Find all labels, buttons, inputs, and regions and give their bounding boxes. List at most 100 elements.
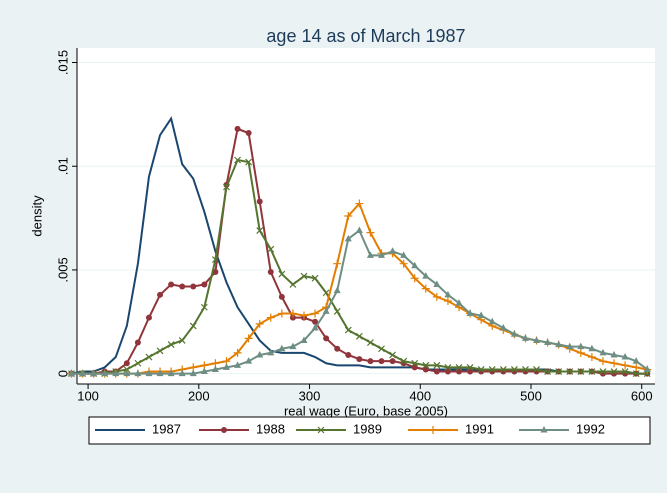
marker: [221, 427, 227, 433]
marker: [433, 361, 441, 369]
marker: [322, 307, 330, 314]
marker: [399, 259, 408, 268]
marker: [477, 311, 485, 319]
marker: [79, 369, 87, 377]
marker: [389, 247, 397, 254]
marker: [598, 357, 607, 366]
marker: [610, 350, 618, 358]
marker: [521, 334, 529, 341]
marker: [533, 336, 541, 343]
marker: [455, 299, 463, 306]
marker: [432, 292, 441, 301]
marker: [234, 125, 241, 132]
marker: [255, 319, 264, 328]
marker: [488, 366, 496, 373]
marker: [643, 365, 651, 372]
marker: [211, 256, 219, 263]
marker: [244, 334, 253, 343]
marker: [610, 359, 619, 368]
chart-title: age 14 as of March 1987: [266, 26, 465, 46]
marker: [389, 351, 396, 359]
marker: [90, 369, 98, 377]
y-tick-label: .015: [55, 50, 70, 75]
marker: [444, 290, 452, 298]
marker: [267, 348, 275, 356]
y-axis-title: density: [29, 195, 44, 237]
x-axis-title: real wage (Euro, base 2005): [284, 403, 448, 418]
marker: [588, 344, 596, 352]
marker: [245, 130, 252, 137]
marker: [178, 369, 186, 377]
marker: [510, 330, 518, 337]
marker: [222, 363, 230, 370]
y-tick-label: .01: [55, 157, 70, 175]
marker: [289, 314, 296, 321]
marker: [134, 339, 141, 346]
marker: [422, 272, 430, 279]
marker: [544, 338, 552, 346]
marker: [345, 351, 352, 358]
series-line: [71, 116, 648, 375]
marker: [610, 368, 618, 375]
legend-label: 1987: [152, 421, 181, 436]
x-tick-label: 200: [188, 388, 210, 403]
marker: [256, 227, 264, 234]
marker: [134, 369, 142, 377]
x-tick-label: 500: [520, 388, 542, 403]
marker: [411, 364, 418, 371]
marker: [145, 369, 153, 377]
marker: [456, 368, 463, 375]
marker: [422, 361, 430, 369]
marker: [134, 359, 142, 367]
marker: [466, 309, 474, 316]
legend-label: 1991: [465, 421, 494, 436]
marker: [266, 313, 275, 322]
marker: [156, 369, 164, 377]
marker: [245, 158, 253, 166]
marker: [576, 348, 585, 357]
marker: [333, 259, 342, 268]
marker: [378, 358, 385, 365]
marker: [499, 324, 507, 331]
marker: [621, 361, 630, 370]
marker: [278, 293, 285, 300]
marker: [566, 368, 574, 375]
marker: [455, 363, 463, 371]
marker: [300, 272, 308, 280]
marker: [433, 368, 440, 375]
marker: [367, 358, 374, 365]
marker: [256, 198, 263, 205]
marker: [267, 245, 275, 253]
marker: [67, 369, 75, 377]
legend-label: 1992: [576, 421, 605, 436]
marker: [555, 368, 563, 375]
marker: [566, 342, 574, 350]
marker: [323, 335, 330, 342]
legend-label: 1988: [256, 421, 285, 436]
marker: [632, 357, 640, 364]
marker: [355, 199, 364, 208]
marker: [201, 281, 208, 288]
marker: [422, 366, 429, 373]
marker: [256, 350, 264, 358]
marker: [400, 357, 408, 365]
marker: [621, 368, 629, 375]
marker: [344, 234, 352, 242]
y-tick-label: .005: [55, 257, 70, 282]
marker: [333, 307, 341, 315]
x-tick-label: 600: [631, 388, 653, 403]
marker: [189, 369, 197, 377]
marker: [632, 363, 641, 372]
marker: [211, 365, 219, 372]
marker: [621, 353, 629, 360]
marker: [389, 358, 396, 365]
marker: [277, 309, 286, 318]
marker: [145, 314, 152, 321]
marker: [444, 363, 452, 371]
marker: [189, 322, 197, 330]
marker: [355, 332, 363, 340]
marker: [533, 366, 540, 373]
marker: [443, 297, 452, 306]
marker: [190, 283, 197, 290]
